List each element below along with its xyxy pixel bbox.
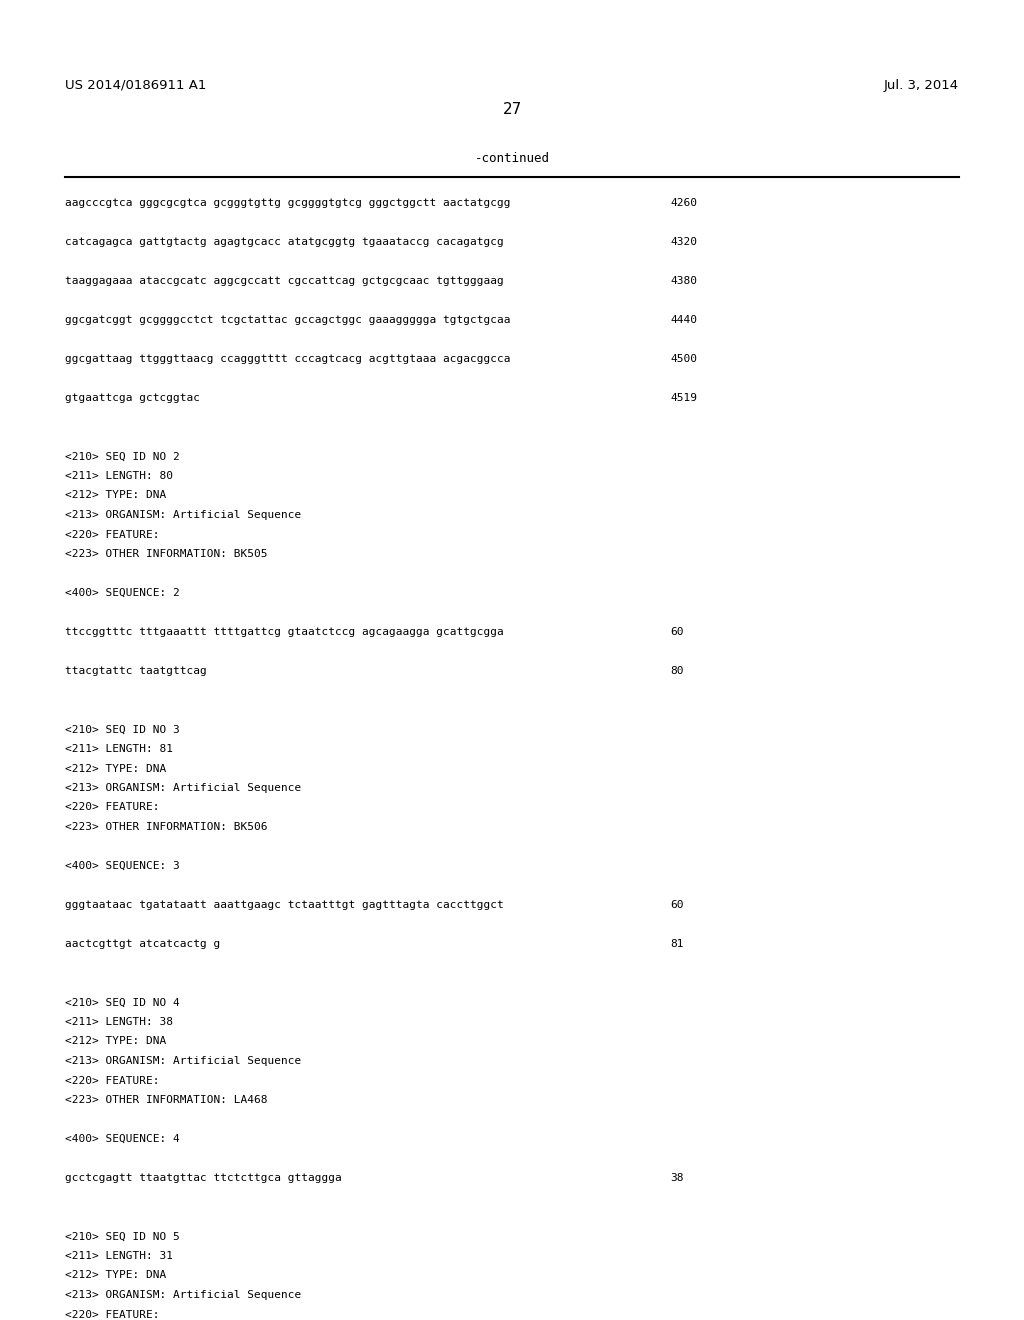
Text: 4440: 4440: [670, 315, 697, 325]
Text: 80: 80: [670, 667, 683, 676]
Text: ttacgtattc taatgttcag: ttacgtattc taatgttcag: [65, 667, 207, 676]
Text: aactcgttgt atcatcactg g: aactcgttgt atcatcactg g: [65, 939, 220, 949]
Text: <223> OTHER INFORMATION: BK506: <223> OTHER INFORMATION: BK506: [65, 822, 267, 832]
Text: gtgaattcga gctcggtac: gtgaattcga gctcggtac: [65, 393, 200, 403]
Text: 4320: 4320: [670, 238, 697, 247]
Text: <211> LENGTH: 80: <211> LENGTH: 80: [65, 471, 173, 480]
Text: <212> TYPE: DNA: <212> TYPE: DNA: [65, 763, 166, 774]
Text: <210> SEQ ID NO 2: <210> SEQ ID NO 2: [65, 451, 180, 462]
Text: <400> SEQUENCE: 4: <400> SEQUENCE: 4: [65, 1134, 180, 1144]
Text: Jul. 3, 2014: Jul. 3, 2014: [884, 78, 959, 91]
Text: <211> LENGTH: 38: <211> LENGTH: 38: [65, 1016, 173, 1027]
Text: catcagagca gattgtactg agagtgcacc atatgcggtg tgaaataccg cacagatgcg: catcagagca gattgtactg agagtgcacc atatgcg…: [65, 238, 504, 247]
Text: <220> FEATURE:: <220> FEATURE:: [65, 1309, 160, 1320]
Text: <210> SEQ ID NO 5: <210> SEQ ID NO 5: [65, 1232, 180, 1242]
Text: aagcccgtca gggcgcgtca gcgggtgttg gcggggtgtcg gggctggctt aactatgcgg: aagcccgtca gggcgcgtca gcgggtgttg gcggggt…: [65, 198, 511, 209]
Text: <213> ORGANISM: Artificial Sequence: <213> ORGANISM: Artificial Sequence: [65, 1290, 301, 1300]
Text: <212> TYPE: DNA: <212> TYPE: DNA: [65, 1270, 166, 1280]
Text: <400> SEQUENCE: 2: <400> SEQUENCE: 2: [65, 587, 180, 598]
Text: 4380: 4380: [670, 276, 697, 286]
Text: <211> LENGTH: 81: <211> LENGTH: 81: [65, 744, 173, 754]
Text: taaggagaaa ataccgcatc aggcgccatt cgccattcag gctgcgcaac tgttgggaag: taaggagaaa ataccgcatc aggcgccatt cgccatt…: [65, 276, 504, 286]
Text: <213> ORGANISM: Artificial Sequence: <213> ORGANISM: Artificial Sequence: [65, 783, 301, 793]
Text: ggcgattaag ttgggttaacg ccagggtttt cccagtcacg acgttgtaaa acgacggcca: ggcgattaag ttgggttaacg ccagggtttt cccagt…: [65, 354, 511, 364]
Text: <400> SEQUENCE: 3: <400> SEQUENCE: 3: [65, 861, 180, 871]
Text: 60: 60: [670, 900, 683, 909]
Text: <210> SEQ ID NO 3: <210> SEQ ID NO 3: [65, 725, 180, 734]
Text: ttccggtttc tttgaaattt ttttgattcg gtaatctccg agcagaagga gcattgcgga: ttccggtttc tttgaaattt ttttgattcg gtaatct…: [65, 627, 504, 638]
Text: 4500: 4500: [670, 354, 697, 364]
Text: <213> ORGANISM: Artificial Sequence: <213> ORGANISM: Artificial Sequence: [65, 1056, 301, 1067]
Text: 38: 38: [670, 1173, 683, 1183]
Text: -continued: -continued: [474, 152, 550, 165]
Text: <223> OTHER INFORMATION: LA468: <223> OTHER INFORMATION: LA468: [65, 1096, 267, 1105]
Text: 4519: 4519: [670, 393, 697, 403]
Text: <210> SEQ ID NO 4: <210> SEQ ID NO 4: [65, 998, 180, 1007]
Text: 4260: 4260: [670, 198, 697, 209]
Text: <220> FEATURE:: <220> FEATURE:: [65, 529, 160, 540]
Text: <220> FEATURE:: <220> FEATURE:: [65, 1076, 160, 1085]
Text: ggcgatcggt gcggggcctct tcgctattac gccagctggc gaaaggggga tgtgctgcaa: ggcgatcggt gcggggcctct tcgctattac gccagc…: [65, 315, 511, 325]
Text: US 2014/0186911 A1: US 2014/0186911 A1: [65, 78, 207, 91]
Text: 81: 81: [670, 939, 683, 949]
Text: 60: 60: [670, 627, 683, 638]
Text: <213> ORGANISM: Artificial Sequence: <213> ORGANISM: Artificial Sequence: [65, 510, 301, 520]
Text: <211> LENGTH: 31: <211> LENGTH: 31: [65, 1251, 173, 1261]
Text: 27: 27: [503, 103, 521, 117]
Text: <212> TYPE: DNA: <212> TYPE: DNA: [65, 1036, 166, 1047]
Text: <223> OTHER INFORMATION: BK505: <223> OTHER INFORMATION: BK505: [65, 549, 267, 558]
Text: <220> FEATURE:: <220> FEATURE:: [65, 803, 160, 813]
Text: <212> TYPE: DNA: <212> TYPE: DNA: [65, 491, 166, 500]
Text: gggtaataac tgatataatt aaattgaagc tctaatttgt gagtttagta caccttggct: gggtaataac tgatataatt aaattgaagc tctaatt…: [65, 900, 504, 909]
Text: gcctcgagtt ttaatgttac ttctcttgca gttaggga: gcctcgagtt ttaatgttac ttctcttgca gttaggg…: [65, 1173, 342, 1183]
